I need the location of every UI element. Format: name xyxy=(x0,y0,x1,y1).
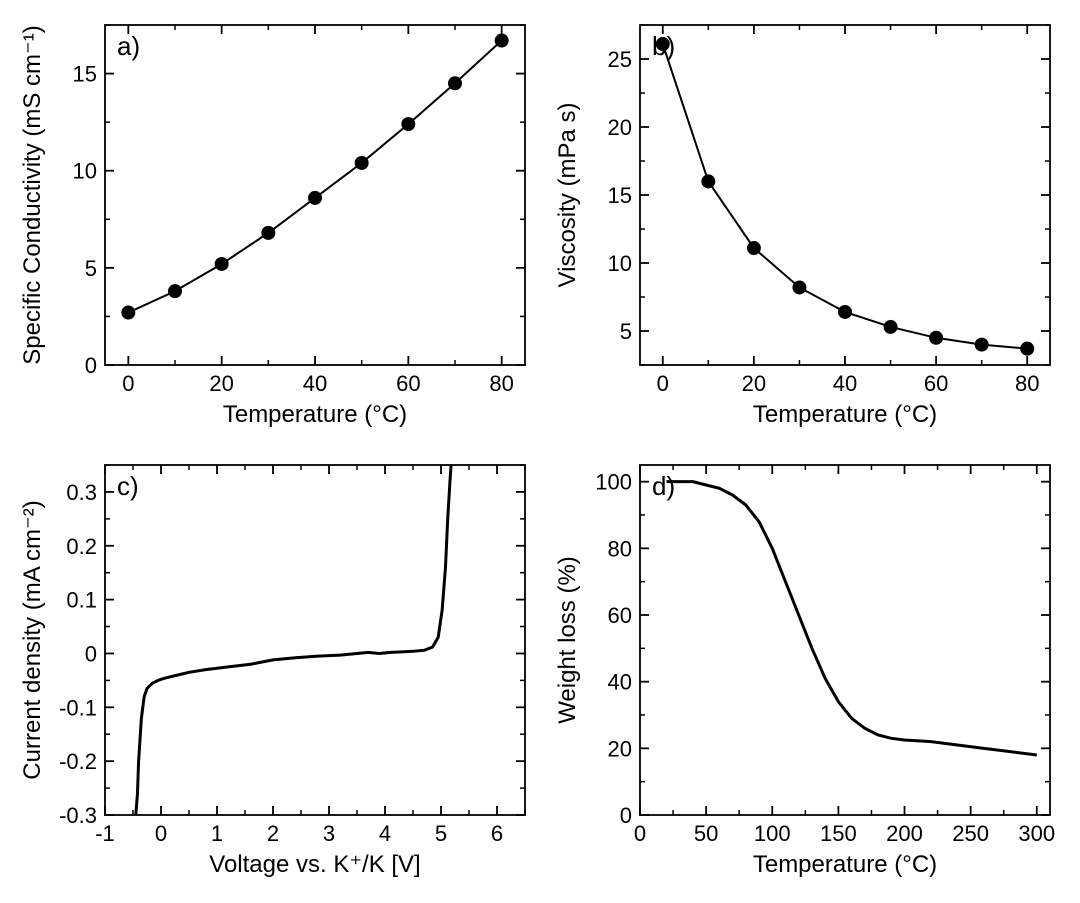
data-marker xyxy=(215,257,229,271)
data-marker xyxy=(838,305,852,319)
xtick-label: 150 xyxy=(820,821,857,846)
panel-b: 0 20 40 60 80 5 10 15 20 25 Temperature (°C) Viscos… xyxy=(555,10,1065,440)
ylabel: Current density (mA cm⁻²) xyxy=(20,500,46,779)
xtick-label: 60 xyxy=(924,371,948,396)
panel-d-svg: 0 50 100 150 200 250 300 0 20 40 60 80 100 Temperatur… xyxy=(555,450,1065,890)
panel-b-svg: 0 20 40 60 80 5 10 15 20 25 Temperature (°C) Viscos… xyxy=(555,10,1065,440)
data-line xyxy=(663,44,1027,349)
xlabel: Temperature (°C) xyxy=(753,401,937,428)
plot-frame xyxy=(640,465,1050,815)
ytick-label: 20 xyxy=(608,736,632,761)
panel-c: -1 0 1 2 3 4 5 6 -0.3 -0.2 -0.1 0 0.1 0.2 0.3 Voltage v… xyxy=(20,450,540,890)
xtick-label: 40 xyxy=(833,371,857,396)
panel-label: a) xyxy=(117,31,140,61)
data-marker xyxy=(448,76,462,90)
panel-c-svg: -1 0 1 2 3 4 5 6 -0.3 -0.2 -0.1 0 0.1 0.2 0.3 Voltage v… xyxy=(20,450,540,890)
data-marker xyxy=(701,174,715,188)
xtick-label: 4 xyxy=(379,821,391,846)
panel-label: b) xyxy=(652,31,675,61)
xtick-label: 0 xyxy=(122,371,134,396)
xtick-label: 80 xyxy=(1015,371,1039,396)
xlabel: Temperature (°C) xyxy=(753,851,937,878)
data-marker xyxy=(355,156,369,170)
xtick-label: 0 xyxy=(657,371,669,396)
panel-d: 0 50 100 150 200 250 300 0 20 40 60 80 100 Temperatur… xyxy=(555,450,1065,890)
ytick-label: 15 xyxy=(73,62,97,87)
ytick-label: 5 xyxy=(620,319,632,344)
data-marker xyxy=(1020,342,1034,356)
xtick-label: 200 xyxy=(886,821,923,846)
panel-label: d) xyxy=(652,471,675,501)
ytick-label: 80 xyxy=(608,536,632,561)
ytick-label: 25 xyxy=(608,47,632,72)
data-line xyxy=(136,465,451,815)
data-marker xyxy=(792,280,806,294)
data-line xyxy=(128,41,501,313)
ytick-label: 0 xyxy=(85,353,97,378)
data-marker xyxy=(884,320,898,334)
xlabel: Temperature (°C) xyxy=(223,401,407,428)
ytick-label: 40 xyxy=(608,670,632,695)
data-marker xyxy=(168,284,182,298)
ytick-label: 0 xyxy=(85,641,97,666)
ytick-label: -0.3 xyxy=(59,803,97,828)
xlabel: Voltage vs. K⁺/K [V] xyxy=(209,851,420,878)
panel-a-svg: 0 20 40 60 80 0 5 10 15 Temperature (°C) Specific … xyxy=(20,10,540,440)
xtick-label: 20 xyxy=(742,371,766,396)
data-marker xyxy=(401,117,415,131)
xtick-label: 0 xyxy=(155,821,167,846)
ylabel: Viscosity (mPa s) xyxy=(555,103,581,288)
ytick-label: 20 xyxy=(608,115,632,140)
ytick-label: 0.3 xyxy=(66,480,97,505)
ylabel: Specific Conductivity (mS cm⁻¹) xyxy=(20,25,46,364)
xtick-label: 6 xyxy=(491,821,503,846)
plot-frame xyxy=(105,465,525,815)
xtick-label: 20 xyxy=(209,371,233,396)
xtick-label: 250 xyxy=(952,821,989,846)
ytick-label: 0.1 xyxy=(66,588,97,613)
xtick-label: 40 xyxy=(303,371,327,396)
data-marker xyxy=(747,241,761,255)
ytick-label: 0 xyxy=(620,803,632,828)
xtick-label: 3 xyxy=(323,821,335,846)
xtick-label: 80 xyxy=(489,371,513,396)
xtick-label: 300 xyxy=(1018,821,1055,846)
data-marker xyxy=(121,306,135,320)
xtick-label: 100 xyxy=(754,821,791,846)
ytick-label: 60 xyxy=(608,603,632,628)
ytick-label: -0.2 xyxy=(59,749,97,774)
data-marker xyxy=(975,338,989,352)
panel-label: c) xyxy=(117,471,139,501)
data-marker xyxy=(308,191,322,205)
data-marker xyxy=(261,226,275,240)
xtick-label: -1 xyxy=(95,821,115,846)
xtick-label: 5 xyxy=(435,821,447,846)
ytick-label: -0.1 xyxy=(59,695,97,720)
xtick-label: 0 xyxy=(634,821,646,846)
data-line xyxy=(666,482,1036,755)
ytick-label: 100 xyxy=(595,470,632,495)
ytick-label: 5 xyxy=(85,256,97,281)
xtick-label: 50 xyxy=(694,821,718,846)
ytick-label: 10 xyxy=(608,251,632,276)
ytick-label: 15 xyxy=(608,183,632,208)
ytick-label: 0.2 xyxy=(66,534,97,559)
ylabel: Weight loss (%) xyxy=(555,556,581,724)
ytick-label: 10 xyxy=(73,159,97,184)
panel-a: 0 20 40 60 80 0 5 10 15 Temperature (°C) Specific … xyxy=(20,10,540,440)
xtick-label: 1 xyxy=(211,821,223,846)
data-marker xyxy=(929,331,943,345)
figure-container: 020406080051015Temperature (°C)Specific … xyxy=(0,0,1080,903)
data-marker xyxy=(495,34,509,48)
xtick-label: 2 xyxy=(267,821,279,846)
xtick-label: 60 xyxy=(396,371,420,396)
